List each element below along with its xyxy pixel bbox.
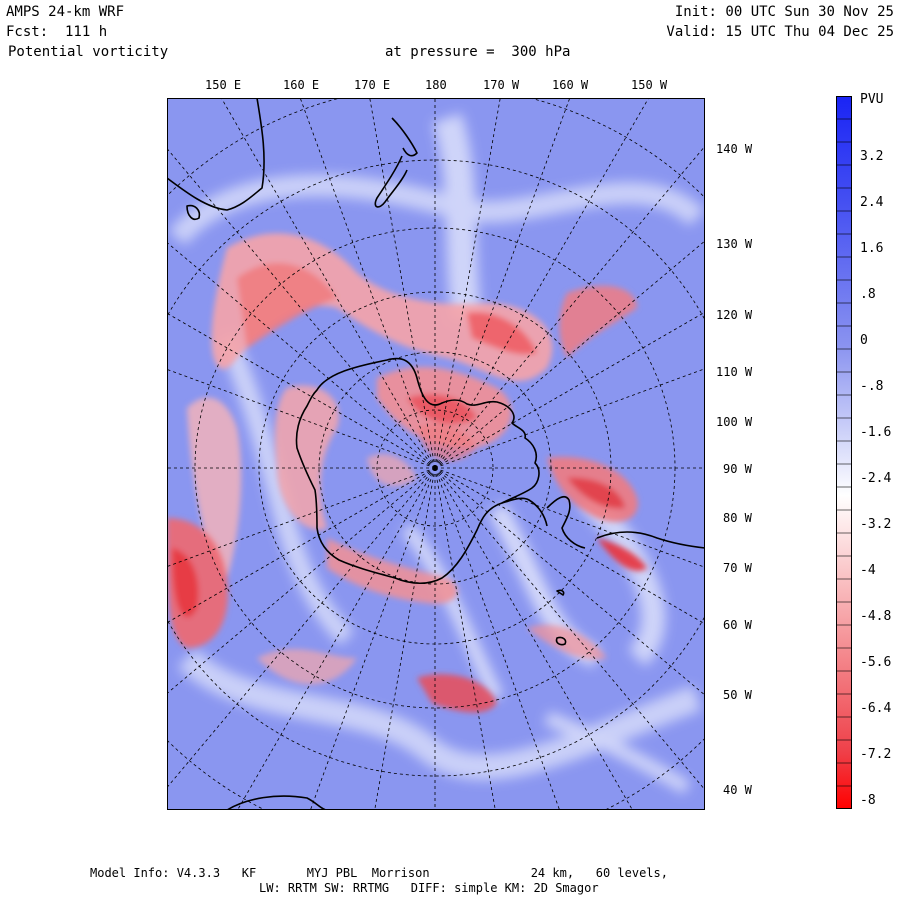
lon-label-right: 40 W — [723, 783, 752, 797]
lon-label-right: 70 W — [723, 561, 752, 575]
pressure-level: at pressure = 300 hPa — [385, 44, 571, 60]
colorbar-label: -2.4 — [860, 471, 892, 486]
tasmania-coast — [186, 204, 201, 221]
pv-colorbar — [836, 96, 852, 809]
lon-label-right: 60 W — [723, 618, 752, 632]
model-title: AMPS 24-km WRF — [6, 4, 125, 20]
model-info-line1: Model Info: V4.3.3 KF MYJ PBL Morrison 2… — [90, 866, 668, 880]
colorbar-label: 1.6 — [860, 241, 884, 256]
model-info-line2: LW: RRTM SW: RRTMG DIFF: simple KM: 2D S… — [259, 881, 599, 895]
lon-label-right: 110 W — [716, 365, 753, 379]
lon-label-right: 140 W — [716, 142, 753, 156]
antarctic-peninsula — [501, 497, 548, 527]
valid-time: Valid: 15 UTC Thu 04 Dec 25 — [666, 24, 894, 40]
field-name: Potential vorticity — [8, 44, 169, 60]
lon-label-right: 120 W — [716, 308, 753, 322]
africa-coast — [226, 795, 328, 810]
colorbar-label: -4 — [860, 563, 876, 578]
lon-label-right: 130 W — [716, 237, 753, 251]
colorbar-label: -7.2 — [860, 747, 892, 762]
lon-label-top: 170 W — [483, 78, 520, 92]
init-time: Init: 00 UTC Sun 30 Nov 25 — [674, 4, 894, 20]
colorbar-label: -.8 — [860, 379, 884, 394]
colorbar-label: -3.2 — [860, 517, 892, 532]
colorbar-label: .8 — [860, 287, 876, 302]
colorbar-label: 2.4 — [860, 195, 884, 210]
new-zealand-coast — [374, 117, 418, 208]
lon-label-top: 150 E — [205, 78, 242, 92]
antarctica-coast — [295, 357, 540, 585]
lon-label-right: 50 W — [723, 688, 752, 702]
graticule-meridians — [167, 98, 705, 810]
australia-coast — [167, 98, 265, 211]
coastlines — [167, 98, 705, 810]
colorbar-label: -6.4 — [860, 701, 892, 716]
map-frame — [167, 98, 705, 810]
pv-map — [167, 98, 705, 810]
colorbar-label: 3.2 — [860, 149, 884, 164]
colorbar-unit: PVU — [860, 92, 884, 107]
falklands-coast — [555, 636, 567, 646]
lon-label-top: 180 — [425, 78, 447, 92]
colorbar-label: 0 — [860, 333, 868, 348]
lon-label-top: 160 W — [552, 78, 589, 92]
south-georgia-coast — [556, 589, 565, 596]
lon-label-right: 90 W — [723, 462, 752, 476]
colorbar-label: -5.6 — [860, 655, 892, 670]
lon-label-top: 150 W — [631, 78, 668, 92]
colorbar-label: -8 — [860, 793, 876, 808]
lon-label-top: 170 E — [354, 78, 391, 92]
forecast-hour: Fcst: 111 h — [6, 24, 108, 40]
pv-negative-regions — [167, 233, 647, 713]
lon-label-right: 100 W — [716, 415, 753, 429]
lon-label-top: 160 E — [283, 78, 320, 92]
colorbar-label: -4.8 — [860, 609, 892, 624]
colorbar-label: -1.6 — [860, 425, 892, 440]
lon-label-right: 80 W — [723, 511, 752, 525]
south-america-coast — [546, 496, 705, 549]
